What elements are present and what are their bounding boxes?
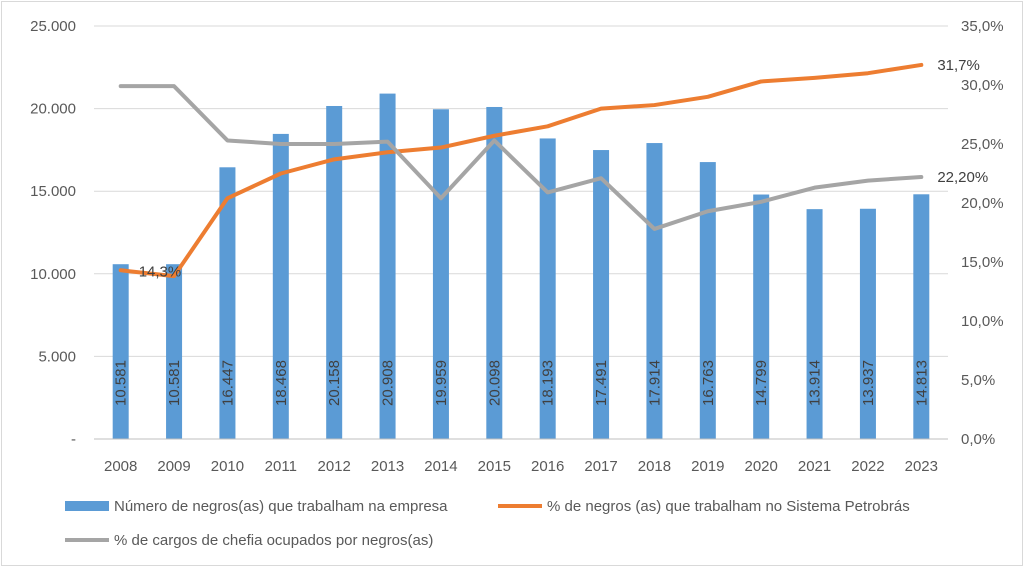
bar bbox=[859, 208, 876, 439]
bar bbox=[486, 106, 503, 439]
x-tick-label: 2022 bbox=[851, 458, 884, 475]
bar-data-label: 10.581 bbox=[113, 360, 130, 406]
bar-data-label: 20.098 bbox=[486, 360, 503, 406]
y-left-tick-label: 25.000 bbox=[30, 18, 76, 35]
legend-swatch-bars bbox=[65, 501, 109, 511]
x-tick-label: 2020 bbox=[745, 458, 778, 475]
bar-data-label: 19.959 bbox=[433, 360, 450, 406]
bar bbox=[272, 133, 289, 440]
x-tick-label: 2019 bbox=[691, 458, 724, 475]
y-right-tick-label: 25,0% bbox=[961, 136, 1004, 153]
x-tick-label: 2009 bbox=[157, 458, 190, 475]
bar-data-label: 13.937 bbox=[860, 360, 877, 406]
y-right-tick-label: 5,0% bbox=[961, 372, 995, 389]
end-value-label: 31,7% bbox=[937, 57, 980, 74]
y-left-tick-label: 5.000 bbox=[38, 348, 76, 365]
line-pct-chefia bbox=[118, 84, 924, 231]
bar-data-label: 13.914 bbox=[807, 360, 824, 406]
x-tick-label: 2014 bbox=[424, 458, 457, 475]
legend: Número de negros(as) que trabalham na em… bbox=[65, 498, 910, 549]
y-left-tick-label: 20.000 bbox=[30, 101, 76, 118]
gridlines bbox=[94, 25, 948, 357]
bar-data-label: 17.914 bbox=[646, 360, 663, 406]
bar-data-label: 14.813 bbox=[913, 360, 930, 406]
bar bbox=[753, 194, 770, 439]
bar bbox=[326, 105, 343, 439]
bar bbox=[699, 162, 716, 439]
y-right-tick-label: 15,0% bbox=[961, 254, 1004, 271]
line-annotations: 14,3% 31,7% 22,20% bbox=[139, 57, 989, 280]
x-tick-label: 2023 bbox=[905, 458, 938, 475]
x-tick-label: 2016 bbox=[531, 458, 564, 475]
bar bbox=[112, 264, 129, 439]
bar-data-label: 16.763 bbox=[700, 360, 717, 406]
y-left-tick-label: 10.000 bbox=[30, 266, 76, 283]
legend-label-pct-chefia: % de cargos de chefia ocupados por negro… bbox=[114, 532, 433, 549]
bar bbox=[806, 209, 823, 439]
x-tick-label: 2012 bbox=[318, 458, 351, 475]
x-tick-label: 2010 bbox=[211, 458, 244, 475]
y-left-tick-label: - bbox=[71, 431, 76, 448]
axes: - 5.000 10.000 15.000 20.000 25.000 0,0% 5,0% 10… bbox=[30, 18, 1003, 475]
x-tick-label: 2021 bbox=[798, 458, 831, 475]
bar-data-label: 20.908 bbox=[380, 360, 397, 406]
bar bbox=[219, 167, 236, 439]
y-right-tick-label: 0,0% bbox=[961, 431, 995, 448]
bar bbox=[539, 138, 556, 439]
y-right-tick-label: 10,0% bbox=[961, 313, 1004, 330]
bar bbox=[166, 264, 183, 439]
line-pct-negros bbox=[118, 62, 924, 279]
y-right-tick-label: 20,0% bbox=[961, 195, 1004, 212]
bar-data-label: 18.468 bbox=[273, 360, 290, 406]
bar-data-label: 16.447 bbox=[219, 360, 236, 406]
x-tick-label: 2018 bbox=[638, 458, 671, 475]
x-tick-label: 2017 bbox=[584, 458, 617, 475]
bar bbox=[913, 194, 930, 439]
start-value-label: 14,3% bbox=[139, 263, 182, 280]
bar-data-label: 18.193 bbox=[540, 360, 557, 406]
bar bbox=[646, 143, 663, 439]
bar-data-label: 14.799 bbox=[753, 360, 770, 406]
x-tick-label: 2008 bbox=[104, 458, 137, 475]
legend-label-pct-negros: % de negros (as) que trabalham no Sistem… bbox=[547, 498, 910, 515]
x-tick-label: 2015 bbox=[478, 458, 511, 475]
x-tick-label: 2011 bbox=[265, 458, 297, 475]
x-tick-label: 2013 bbox=[371, 458, 404, 475]
bar-data-labels: 10.581 10.581 16.447 18.468 20.158 20.908 19.9… bbox=[113, 360, 931, 406]
bar bbox=[379, 93, 396, 439]
bar-data-label: 17.491 bbox=[593, 360, 610, 406]
line-series bbox=[118, 62, 924, 279]
y-right-tick-label: 35,0% bbox=[961, 18, 1004, 35]
bar-series bbox=[112, 93, 930, 440]
bar-data-label: 20.158 bbox=[326, 360, 343, 406]
legend-label-bars: Número de negros(as) que trabalham na em… bbox=[114, 498, 448, 515]
bar-data-label: 10.581 bbox=[166, 360, 183, 406]
y-left-tick-label: 15.000 bbox=[30, 183, 76, 200]
y-right-tick-label: 30,0% bbox=[961, 77, 1004, 94]
bar bbox=[593, 150, 610, 439]
end-value-label: 22,20% bbox=[937, 169, 988, 186]
